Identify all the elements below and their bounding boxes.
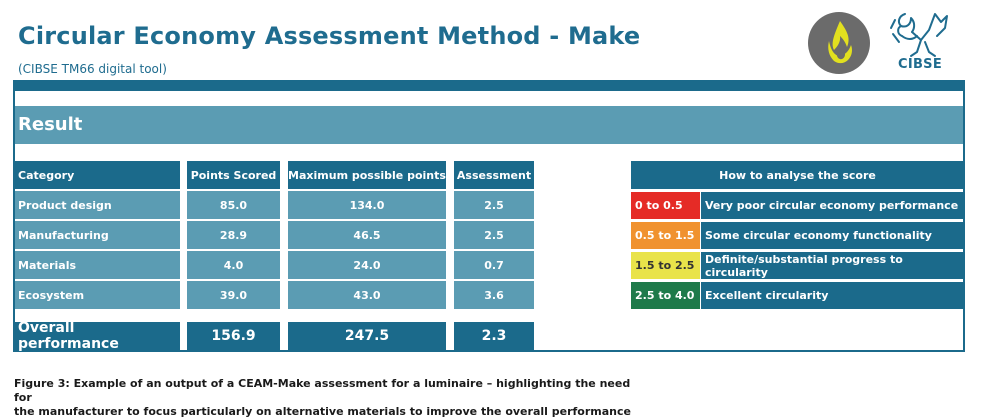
column-header-category: Category [15,161,180,189]
figure-caption: Figure 3: Example of an output of a CEAM… [14,377,634,419]
legend-range-yellow: 1.5 to 2.5 [631,252,700,279]
legend-description: Excellent circularity [701,282,964,309]
result-heading: Result [18,114,83,135]
divider [15,91,963,106]
overall-performance-label: Overall performance [15,320,180,352]
table-cell-max: 43.0 [288,281,446,309]
caption-line: Figure 3: Example of an output of a CEAM… [14,377,631,404]
page-title: Circular Economy Assessment Method - Mak… [18,22,641,50]
legend-range-green: 2.5 to 4.0 [631,282,700,309]
divider [15,144,963,160]
table-cell-assessment: 0.7 [454,251,534,279]
table-cell-max: 24.0 [288,251,446,279]
overall-assessment: 2.3 [454,322,534,350]
overall-points: 156.9 [187,322,280,350]
caption-line: the manufacturer to focus particularly o… [14,405,631,418]
column-header-points-scored: Points Scored [187,161,280,189]
table-cell-points: 39.0 [187,281,280,309]
legend-description: Very poor circular economy performance [701,192,964,219]
table-cell-category: Product design [15,191,180,219]
table-cell-max: 134.0 [288,191,446,219]
overall-max: 247.5 [288,322,446,350]
table-cell-points: 4.0 [187,251,280,279]
table-cell-assessment: 2.5 [454,221,534,249]
column-header-maximum-points: Maximum possible points [288,161,446,189]
table-cell-category: Manufacturing [15,221,180,249]
legend-range-orange: 0.5 to 1.5 [631,222,700,249]
table-cell-points: 85.0 [187,191,280,219]
table-cell-max: 46.5 [288,221,446,249]
table-cell-assessment: 3.6 [454,281,534,309]
page-subtitle: (CIBSE TM66 digital tool) [18,62,167,76]
table-cell-points: 28.9 [187,221,280,249]
legend-description: Some circular economy functionality [701,222,964,249]
table-cell-category: Materials [15,251,180,279]
legend-description: Definite/substantial progress to circula… [701,252,964,279]
legend-range-red: 0 to 0.5 [631,192,700,219]
cibse-logo-text: CIBSE [897,57,943,72]
legend-title: How to analyse the score [631,161,964,189]
flame-logo-icon [808,12,870,74]
table-cell-assessment: 2.5 [454,191,534,219]
column-header-assessment: Assessment [454,161,534,189]
result-bar [15,106,963,144]
cibse-griffin-icon [890,13,948,57]
table-cell-category: Ecosystem [15,281,180,309]
